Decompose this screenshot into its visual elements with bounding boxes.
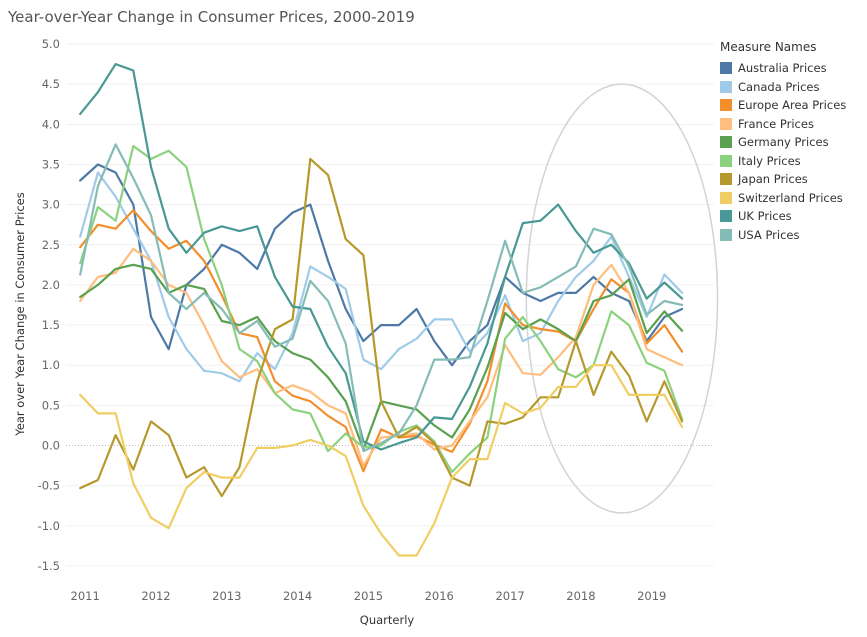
- x-tick-label: 2014: [283, 589, 312, 603]
- legend-label: Europe Area Prices: [738, 98, 847, 113]
- y-tick-label: 2.0: [42, 278, 60, 292]
- x-tick-label: 2013: [212, 589, 241, 603]
- gridlines: [66, 43, 714, 567]
- annotation-layer: [525, 83, 719, 514]
- legend-item-germany-prices[interactable]: Germany Prices: [720, 133, 865, 152]
- y-tick-label: -1.5: [38, 559, 60, 573]
- legend-swatch: [720, 210, 732, 223]
- legend-label: Italy Prices: [738, 153, 801, 168]
- highlight-ellipse: [525, 83, 719, 514]
- series-line-switzerland-prices[interactable]: [79, 364, 684, 557]
- legend-swatch: [720, 80, 732, 93]
- y-tick-label: 1.0: [42, 358, 60, 372]
- legend-label: UK Prices: [738, 209, 792, 224]
- series-line-canada-prices[interactable]: [79, 171, 684, 383]
- legend-swatch: [720, 154, 732, 167]
- legend-item-switzerland-prices[interactable]: Switzerland Prices: [720, 189, 865, 208]
- series-line-usa-prices[interactable]: [79, 143, 684, 453]
- legend-swatch: [720, 191, 732, 204]
- y-tick-label: 3.5: [42, 157, 60, 171]
- x-tick-label: 2019: [637, 589, 666, 603]
- y-axis: 5.0 4.5 4.0 3.5 3.0 2.5 2.0 1.5 1.0 0.5 0.0 -0.5 -1.…: [38, 37, 60, 573]
- y-tick-label: 0.0: [42, 439, 60, 453]
- x-axis: 2011 2012 2013 2014 2015 2016 2017 2018 2019: [71, 589, 667, 603]
- legend-item-canada-prices[interactable]: Canada Prices: [720, 78, 865, 97]
- legend: Measure Names Australia Prices Canada Pri…: [720, 40, 865, 244]
- x-tick-label: 2012: [141, 589, 170, 603]
- legend-swatch: [720, 173, 732, 186]
- series-line-uk-prices[interactable]: [79, 62, 684, 451]
- y-tick-label: 1.5: [42, 318, 60, 332]
- x-tick-label: 2016: [425, 589, 454, 603]
- y-tick-label: 0.5: [42, 398, 60, 412]
- legend-label: Switzerland Prices: [738, 190, 843, 205]
- legend-label: Japan Prices: [738, 172, 808, 187]
- y-tick-label: 4.0: [42, 117, 60, 131]
- x-tick-label: 2017: [495, 589, 524, 603]
- legend-item-usa-prices[interactable]: USA Prices: [720, 226, 865, 245]
- legend-label: Canada Prices: [738, 79, 820, 94]
- series-line-france-prices[interactable]: [79, 247, 684, 467]
- legend-title: Measure Names: [720, 40, 817, 54]
- x-tick-label: 2015: [354, 589, 383, 603]
- series-line-australia-prices[interactable]: [79, 163, 684, 367]
- legend-label: Australia Prices: [738, 61, 827, 76]
- legend-swatch: [720, 62, 732, 75]
- y-tick-label: -1.0: [38, 519, 60, 533]
- y-tick-label: 2.5: [42, 238, 60, 252]
- chart-title: Year-over-Year Change in Consumer Prices…: [8, 8, 415, 26]
- legend-item-italy-prices[interactable]: Italy Prices: [720, 152, 865, 171]
- legend-item-france-prices[interactable]: France Prices: [720, 115, 865, 134]
- legend-swatch: [720, 99, 732, 112]
- y-tick-label: 4.5: [42, 77, 60, 91]
- legend-label: Germany Prices: [738, 135, 829, 150]
- series-line-japan-prices[interactable]: [79, 157, 684, 498]
- legend-label: France Prices: [738, 116, 814, 131]
- legend-swatch: [720, 136, 732, 149]
- series-line-italy-prices[interactable]: [79, 144, 684, 474]
- x-tick-label: 2011: [71, 589, 100, 603]
- legend-items: Australia Prices Canada Prices Europe Area…: [720, 59, 865, 244]
- y-axis-title: Year over Year Change in Consumer Prices: [13, 192, 27, 436]
- y-tick-label: 5.0: [42, 37, 60, 51]
- y-tick-label: 3.0: [42, 198, 60, 212]
- legend-swatch: [720, 117, 732, 130]
- series-layer: [79, 62, 684, 557]
- y-tick-label: -0.5: [38, 479, 60, 493]
- legend-item-europe-area-prices[interactable]: Europe Area Prices: [720, 96, 865, 115]
- chart-plot-area[interactable]: 5.0 4.5 4.0 3.5 3.0 2.5 2.0 1.5 1.0 0.5 0.0 -0.5 -1.…: [0, 0, 720, 637]
- legend-swatch: [720, 228, 732, 241]
- legend-item-japan-prices[interactable]: Japan Prices: [720, 170, 865, 189]
- legend-label: USA Prices: [738, 227, 800, 242]
- legend-item-uk-prices[interactable]: UK Prices: [720, 207, 865, 226]
- legend-item-australia-prices[interactable]: Australia Prices: [720, 59, 865, 78]
- x-axis-title: Quarterly: [360, 613, 415, 627]
- x-tick-label: 2018: [566, 589, 595, 603]
